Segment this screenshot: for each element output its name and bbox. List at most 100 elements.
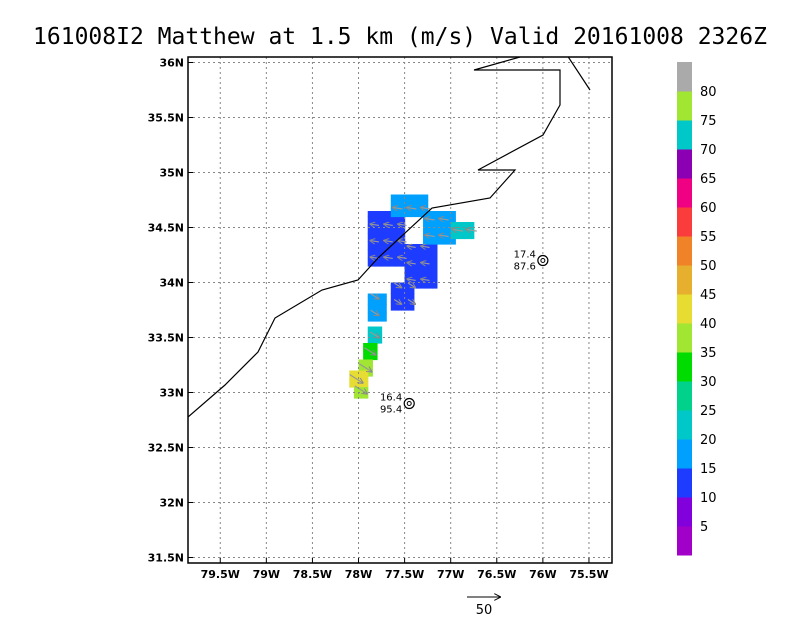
x-tick-label: 77W [437,568,464,581]
wind-cell [381,304,387,314]
colorbar-segment [677,91,692,121]
wind-vector [384,224,393,225]
wind-cell [397,293,406,303]
x-tick-label: 78.5W [293,568,332,581]
wind-cell [374,241,383,251]
wind-vector [398,257,407,258]
storm-center-marker [537,254,549,267]
colorbar-segment [677,439,692,469]
wind-cell [450,222,459,231]
wind-cell [450,211,456,220]
wind-cell [363,378,369,388]
wind-cell [432,244,438,248]
wind-cell [423,235,431,245]
wind-cell [457,222,466,231]
wind-field-layer [349,194,477,399]
storm-marker-layer: 16.495.4 17.487.6 [380,250,549,416]
wind-cell [349,370,357,380]
wind-cell [374,224,383,234]
wind-cell [381,257,390,267]
reference-vector: 50 [467,597,500,618]
coastline-outer-banks [567,57,591,91]
wind-cell [418,255,426,264]
wind-vector [398,241,407,242]
colorbar-label: 40 [700,317,717,332]
colorbar-label: 15 [700,462,717,477]
colorbar-label: 50 [700,259,717,274]
wind-vector [364,347,376,355]
wind-cell [381,233,390,242]
wind-cell [425,194,429,201]
wind-cell [374,249,383,259]
wind-cell [471,230,475,240]
colorbar-segment [677,207,692,237]
y-tick-label: 33N [159,387,184,400]
x-tick-label: 79.5W [201,568,240,581]
wind-cell [367,211,376,218]
wind-cell [411,271,420,281]
colorbar-label: 45 [700,288,717,303]
colorbar-segment [677,178,692,208]
wind-cell [390,194,399,201]
wind-cell [388,257,396,267]
wind-cell [390,208,399,218]
wind-cell [374,296,383,306]
wind-cell [395,224,403,234]
wind-vector [407,283,415,288]
wind-vector [349,374,363,383]
wind-cell [374,334,383,344]
wind-vector [439,218,449,220]
wind-cell [411,244,420,248]
wind-vector [407,263,416,264]
wind-cell [353,389,362,399]
plot-frame [187,56,613,564]
wind-cell [353,387,362,391]
wind-cell [418,194,426,201]
wind-cell [402,257,406,267]
wind-cell [425,244,433,248]
y-tick-label: 36N [159,57,184,70]
wind-vector [370,241,380,242]
wind-cell [367,304,376,314]
wind-cell [432,271,438,281]
wind-cell [443,219,452,229]
wind-cell [381,224,390,234]
wind-cell [374,257,383,267]
wind-cell [390,301,399,311]
wind-cell [432,246,438,256]
wind-cell [432,263,438,273]
wind-cell [370,343,378,352]
wind-cell [395,257,403,267]
wind-cell [464,230,473,240]
colorbar-segment [677,410,692,440]
colorbar-label: 10 [700,491,717,506]
wind-vector [407,207,417,209]
wind-cell [443,235,452,245]
wind-cell [381,216,390,226]
wind-cell [443,227,452,237]
y-tick-label: 33.5N [148,332,184,345]
wind-cell [381,241,390,251]
wind-vector [370,293,379,299]
wind-cell [404,263,413,273]
x-tick-label: 77.5W [385,568,424,581]
wind-vector [407,299,415,304]
wind-cell [388,233,396,242]
wind-vector [439,235,449,237]
colorbar-segment [677,497,692,527]
wind-cell [388,241,396,251]
wind-cell [425,255,433,264]
wind-cell [349,378,357,388]
wind-cell [374,211,383,218]
wind-cell [374,233,383,242]
colorbar-segment [677,352,692,382]
wind-cell [464,222,473,231]
wind-cell [418,271,426,281]
wind-cell [367,224,376,234]
colorbar-segment [677,62,692,92]
wind-cell [390,200,399,209]
colorbar-segment [677,265,692,295]
y-tick-label: 34.5N [148,222,184,235]
wind-cell [358,359,367,369]
wind-cell [404,208,413,218]
